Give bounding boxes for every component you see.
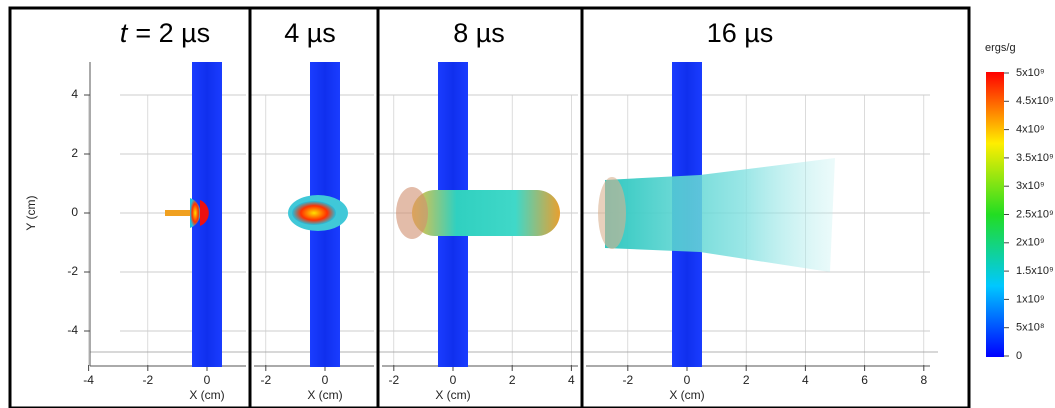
x-tick-label: -2 (260, 373, 271, 387)
panel-frame (580, 6, 971, 408)
debris (605, 158, 835, 272)
x-tick-label: 4 (568, 373, 575, 387)
colorbar (986, 72, 1004, 357)
colorbar-label: 1x10⁹ (1016, 293, 1045, 305)
x-axis-label: X (cm) (189, 388, 224, 402)
x-tick-label: -2 (142, 373, 153, 387)
colorbar-label: 3.5x10⁹ (1016, 152, 1054, 164)
colorbar-label: 4x10⁹ (1016, 124, 1045, 136)
impact (190, 198, 201, 228)
panel-title: t = 2 µs (120, 18, 210, 48)
x-axis-label: X (cm) (669, 388, 704, 402)
x-tick-label: 2 (509, 373, 516, 387)
impact (200, 200, 209, 226)
panel-title: 16 µs (707, 18, 774, 48)
x-axis-label: X (cm) (435, 388, 470, 402)
title-text: 8 µs (453, 18, 505, 48)
y-tick-label: 0 (71, 205, 78, 219)
debris (412, 190, 560, 236)
x-tick-label: 8 (920, 373, 927, 387)
title-text: 16 µs (707, 18, 774, 48)
panels: -4 -2 0X (cm)t = 2 µs-2 0X (cm)4 µs-2 0 2 4X (c… (8, 6, 971, 408)
y-tick-label: 2 (71, 146, 78, 160)
y-tick-label: -2 (67, 264, 78, 278)
title-variable: t (120, 18, 129, 48)
debris (598, 177, 626, 249)
colorbar-label: 1.5x10⁹ (1016, 265, 1054, 277)
colorbar-label: 5x10⁸ (1016, 322, 1045, 334)
debris (396, 187, 428, 239)
x-axis-label: X (cm) (307, 388, 342, 402)
panel-title: 4 µs (284, 18, 336, 48)
colorbar-label: 4.5x10⁹ (1016, 95, 1054, 107)
y-tick-label: -4 (67, 323, 78, 337)
debris (292, 201, 336, 225)
x-tick-label: -2 (622, 373, 633, 387)
x-tick-label: 0 (450, 373, 457, 387)
y-tick-label: 4 (71, 87, 78, 101)
x-tick-label: 4 (802, 373, 809, 387)
colorbar-label: 3x10⁹ (1016, 180, 1045, 192)
x-tick-label: -2 (388, 373, 399, 387)
colorbar-label: 5x10⁹ (1016, 67, 1045, 79)
title-text: = 2 µs (135, 18, 210, 48)
colorbar-label: 2.5x10⁹ (1016, 208, 1054, 220)
x-tick-label: 0 (684, 373, 691, 387)
projectile (165, 210, 195, 216)
colorbar-label: 0 (1016, 350, 1022, 362)
colorbar-title: ergs/g (985, 42, 1016, 54)
x-tick-label: 0 (204, 373, 211, 387)
y-axis-label: Y (cm) (24, 195, 38, 230)
panel-title: 8 µs (453, 18, 505, 48)
colorbar-label: 2x10⁹ (1016, 237, 1045, 249)
x-tick-label: -4 (83, 373, 94, 387)
x-tick-label: 2 (743, 373, 750, 387)
x-tick-label: 6 (861, 373, 868, 387)
title-text: 4 µs (284, 18, 336, 48)
x-tick-label: 0 (322, 373, 329, 387)
